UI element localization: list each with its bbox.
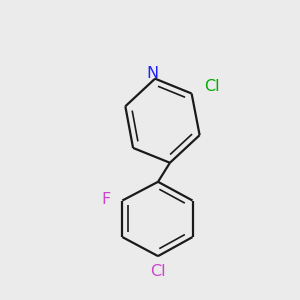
Text: N: N [146,66,158,81]
Text: Cl: Cl [150,264,166,279]
Text: F: F [101,191,111,206]
Text: Cl: Cl [204,80,220,94]
